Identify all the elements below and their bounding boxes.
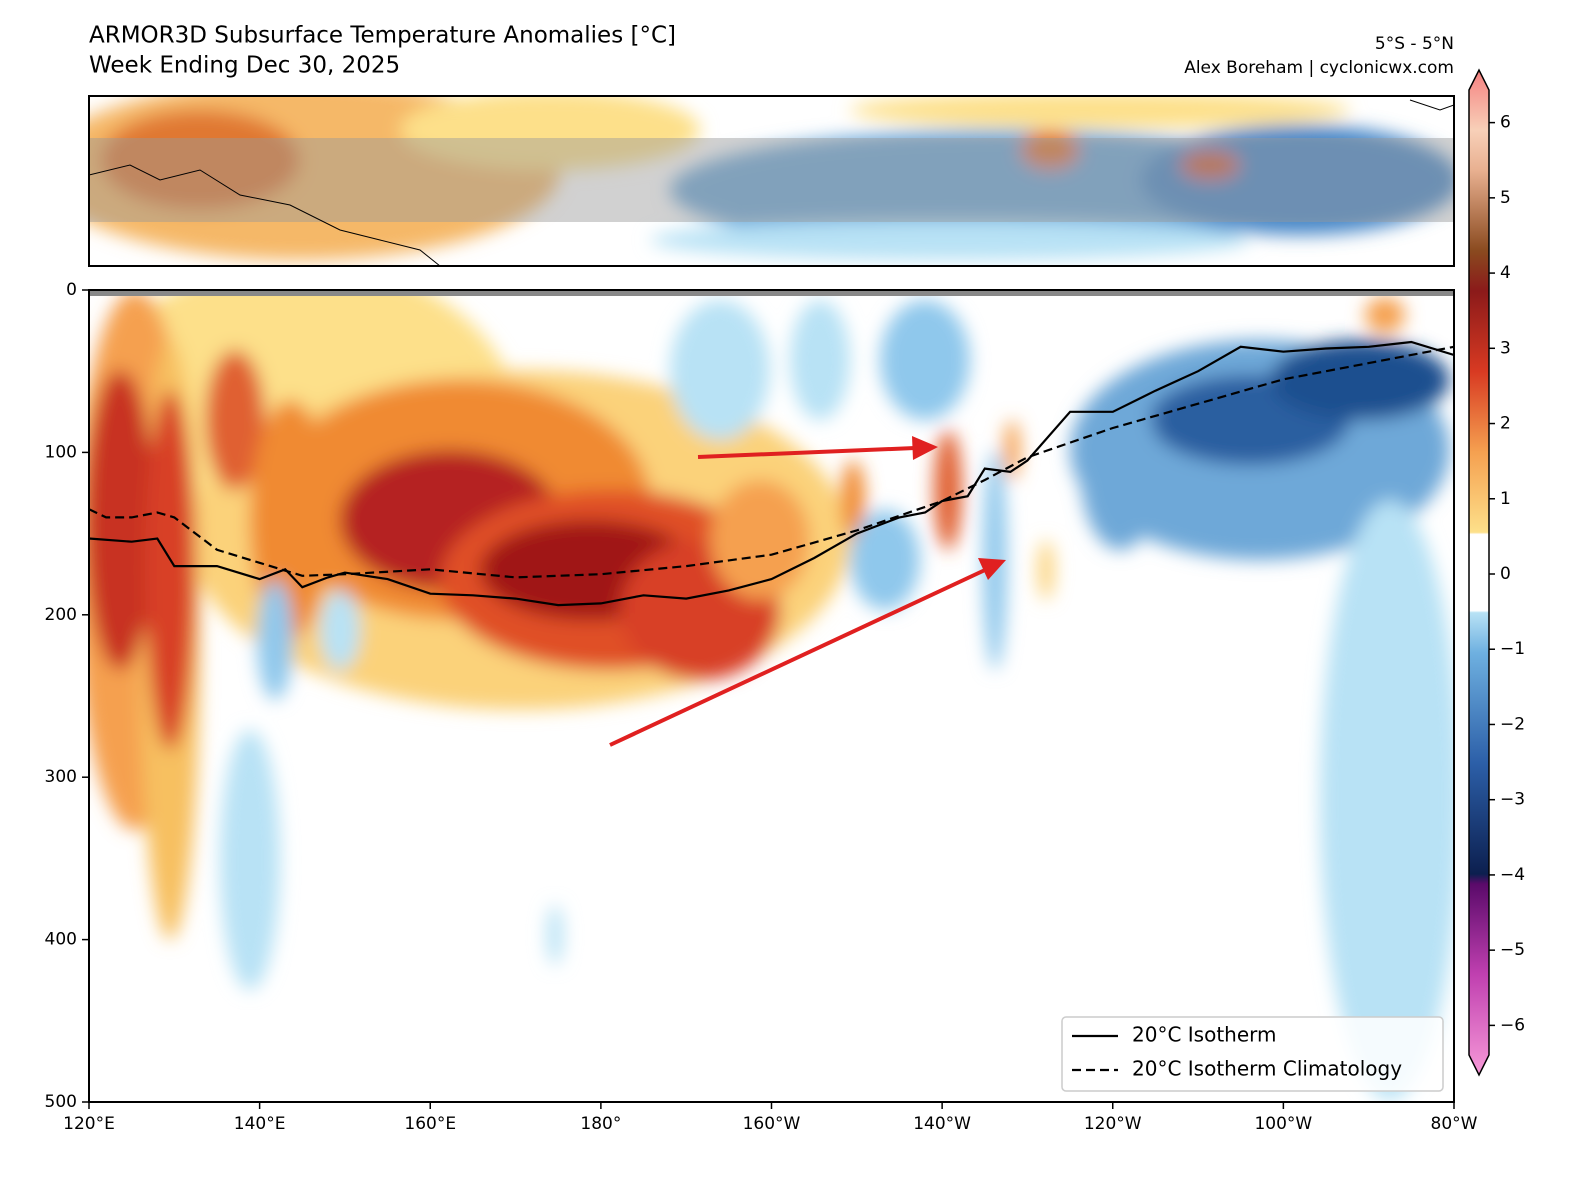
colorbar-tick-label: 2 xyxy=(1500,414,1511,434)
colorbar-tick-label: −2 xyxy=(1500,714,1525,734)
y-tick-label: 500 xyxy=(45,1092,77,1112)
x-tick-label: 120°W xyxy=(1084,1114,1142,1134)
annotation-arrows xyxy=(609,436,1006,747)
colorbar-tick-label: 6 xyxy=(1500,113,1511,133)
x-tick-label: 160°E xyxy=(404,1114,456,1134)
colorbar-tick-label: 4 xyxy=(1500,263,1511,283)
x-tick-label: 140°W xyxy=(913,1114,971,1134)
isotherm-line xyxy=(89,340,1454,607)
x-tick-label: 120°E xyxy=(63,1114,115,1134)
colorbar-tick-label: −1 xyxy=(1500,639,1525,659)
credit: Alex Boreham | cyclonicwx.com xyxy=(1184,58,1454,78)
map-panel xyxy=(89,96,1454,266)
x-tick-label: 160°W xyxy=(743,1114,801,1134)
legend-label: 20°C Isotherm Climatology xyxy=(1132,1057,1402,1081)
plot-area xyxy=(89,340,1454,607)
colorbar-tick-label: 5 xyxy=(1500,188,1511,208)
x-tick-label: 140°E xyxy=(234,1114,286,1134)
colorbar xyxy=(1468,68,1490,1077)
colorbar-tick-label: 3 xyxy=(1500,338,1511,358)
y-tick-label: 400 xyxy=(45,930,77,950)
y-tick-label: 300 xyxy=(45,767,77,787)
anomaly-field xyxy=(89,290,1454,1102)
y-tick-label: 200 xyxy=(45,605,77,625)
y-tick-label: 100 xyxy=(45,442,77,462)
x-tick-label: 180° xyxy=(580,1114,621,1134)
y-tick-label: 0 xyxy=(66,280,77,300)
colorbar-tick-label: −4 xyxy=(1500,865,1525,885)
colorbar-tick-label: −3 xyxy=(1500,790,1525,810)
map-frame xyxy=(88,95,1455,267)
legend-label: 20°C Isotherm xyxy=(1132,1023,1277,1047)
colorbar-tick-label: −5 xyxy=(1500,940,1525,960)
x-tick-label: 100°W xyxy=(1254,1114,1312,1134)
colorbar-tick-label: 0 xyxy=(1500,564,1511,584)
x-tick-label: 80°W xyxy=(1431,1114,1478,1134)
colorbar-tick-label: 1 xyxy=(1500,489,1511,509)
colorbar-tick-label: −6 xyxy=(1500,1015,1525,1035)
chart-title: ARMOR3D Subsurface Temperature Anomalies… xyxy=(89,23,676,49)
legend: 20°C Isotherm 20°C Isotherm Climatology xyxy=(1061,1016,1444,1092)
region-label: 5°S - 5°N xyxy=(1375,34,1454,54)
isotherm-line xyxy=(89,345,1454,579)
chart-subtitle: Week Ending Dec 30, 2025 xyxy=(89,53,400,79)
